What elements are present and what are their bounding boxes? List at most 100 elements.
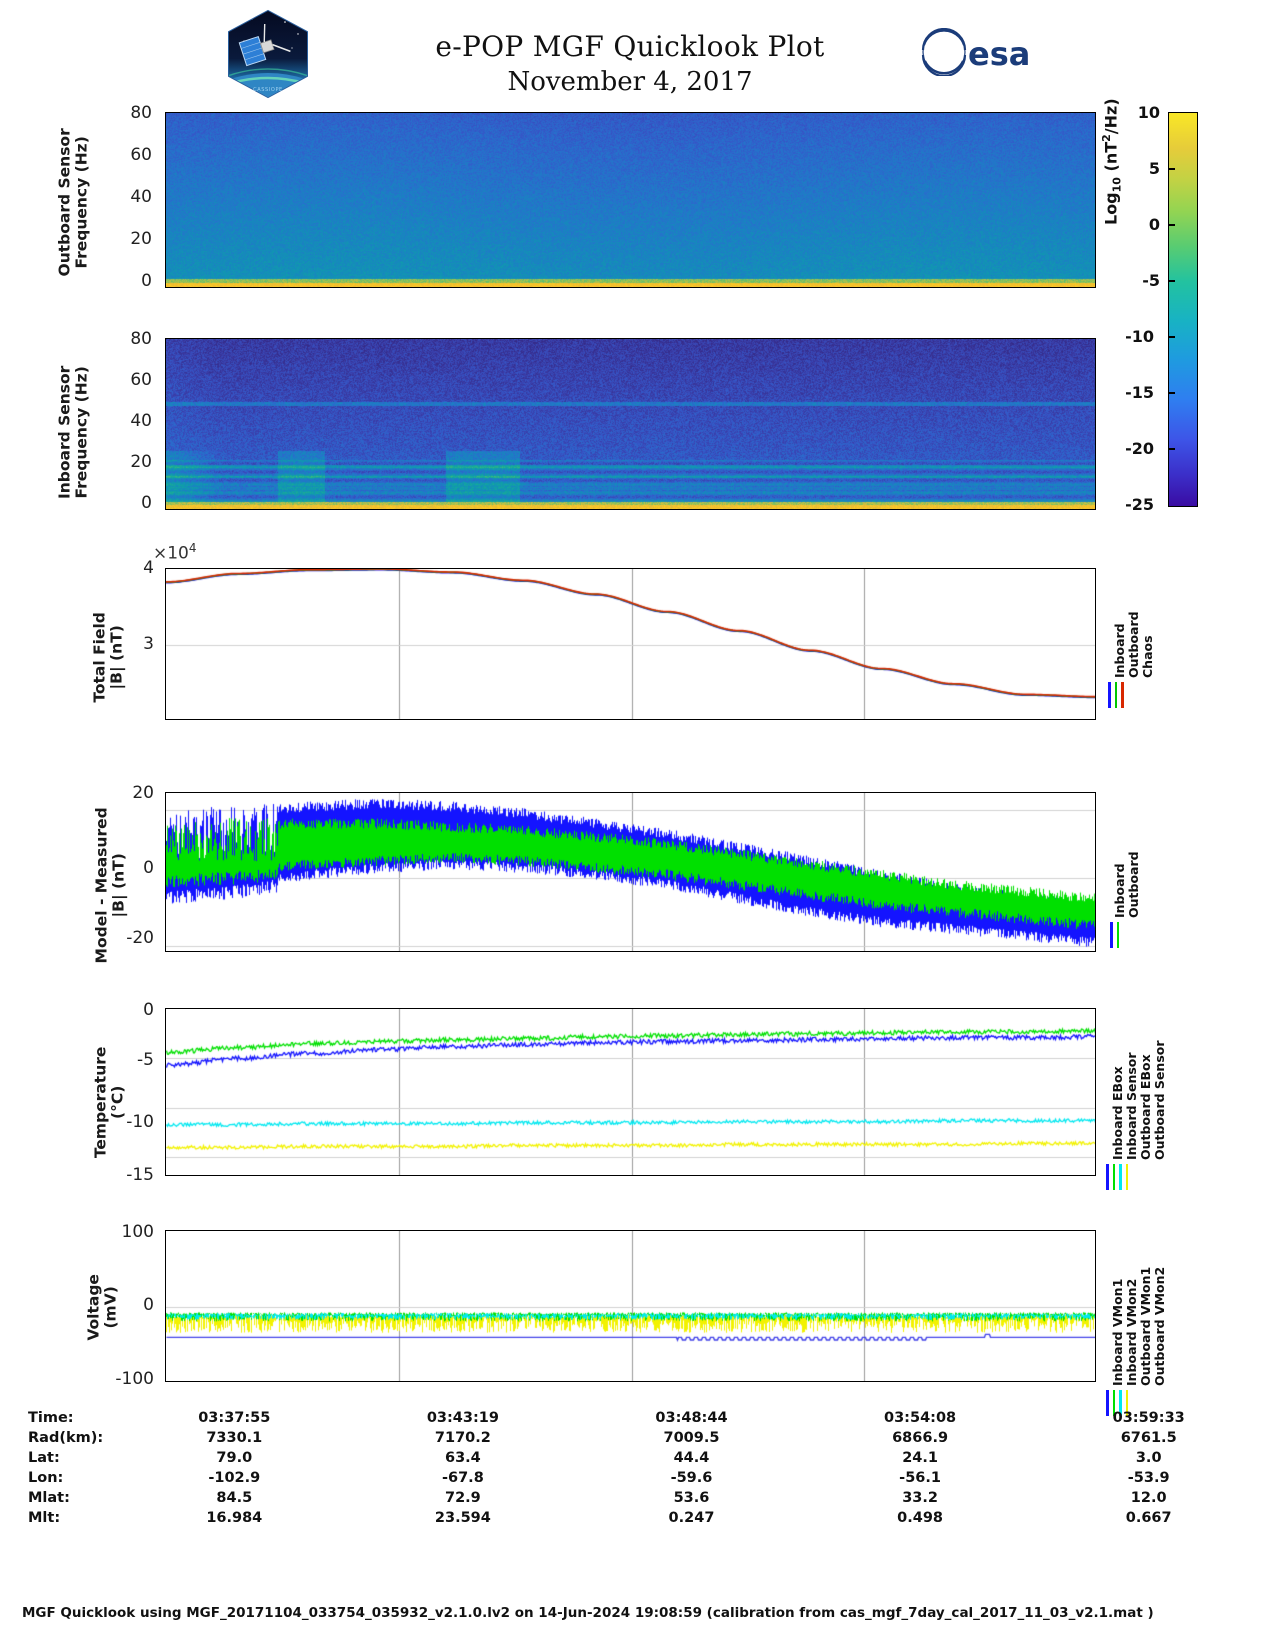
ytick: 40: [130, 411, 152, 431]
colorbar-tick: -10: [1125, 327, 1154, 346]
table-row-label: Rad(km):: [28, 1430, 104, 1446]
legend-item-inboard-ebox: Inboard EBox: [1110, 1066, 1125, 1160]
table-cell: 72.9: [445, 1490, 481, 1506]
outboard-spectrogram-ylabel: Outboard Sensor Frequency (Hz): [56, 122, 92, 282]
legend-swatch-inboard-vmon2: [1112, 1390, 1115, 1416]
legend-swatches: [1106, 1390, 1128, 1416]
table-row: Mlt: 16.984 23.594 0.247 0.498 0.667: [28, 1508, 1263, 1528]
table-cell: 03:48:44: [655, 1410, 728, 1426]
ytick: -10: [126, 1112, 154, 1132]
ylabel-line1: Total Field: [90, 612, 109, 703]
ytick: 80: [130, 329, 152, 349]
total-field-legend: Inboard Outboard Chaos: [1100, 560, 1170, 720]
legend-swatch-inboard: [1110, 922, 1113, 948]
table-cell: 7170.2: [434, 1430, 491, 1446]
outboard-spectrogram-panel[interactable]: [165, 112, 1096, 288]
legend-swatches: [1108, 682, 1124, 708]
ytick: -20: [126, 928, 154, 948]
ytick: 60: [130, 370, 152, 390]
inboard-spectrogram-panel[interactable]: [165, 338, 1096, 510]
table-row-label: Mlt:: [28, 1510, 61, 1526]
table-cell: 6866.9: [892, 1430, 949, 1446]
colorbar: [1168, 112, 1198, 507]
table-cell: -67.8: [441, 1470, 484, 1486]
ytick: 0: [141, 493, 152, 513]
table-cell: 03:43:19: [426, 1410, 499, 1426]
legend-swatch-outboard-ebox: [1119, 1164, 1122, 1190]
ytick: 20: [130, 229, 152, 249]
legend-swatch-outboard: [1114, 682, 1117, 708]
ytick: 20: [130, 452, 152, 472]
table-cell: 24.1: [902, 1450, 938, 1466]
esa-logo: esa: [920, 27, 1045, 78]
table-cell: 7330.1: [206, 1430, 263, 1446]
colorbar-tick: -5: [1142, 271, 1160, 290]
ylabel-line2: Frequency (Hz): [73, 366, 91, 499]
ephemeris-table-grid: Time: 03:37:55 03:43:19 03:48:44 03:54:08 03:…: [28, 1408, 1263, 1528]
table-cell: -53.9: [1127, 1470, 1170, 1486]
table-row: Mlat: 84.5 72.9 53.6 33.2 12.0: [28, 1488, 1263, 1508]
ephemeris-table: Time: 03:37:55 03:43:19 03:48:44 03:54:08 03:…: [0, 1408, 1275, 1528]
table-cell: 44.4: [673, 1450, 710, 1466]
legend-swatch-inboard-sensor: [1112, 1164, 1115, 1190]
legend-swatch-inboard: [1108, 682, 1111, 708]
legend-swatch-outboard-vmon1: [1119, 1390, 1122, 1416]
legend-item-outboard-ebox: Outboard EBox: [1138, 1054, 1153, 1160]
table-cell: 6761.5: [1120, 1430, 1177, 1446]
legend-item-inboard: Inboard: [1112, 623, 1127, 678]
model-minus-measured-ylabel: Model - Measured |B| (nT): [93, 780, 129, 990]
table-row: Lat: 79.0 63.4 44.4 24.1 3.0: [28, 1448, 1263, 1468]
legend-item-outboard-vmon1: Outboard VMon1: [1138, 1266, 1153, 1386]
model-minus-measured-panel[interactable]: [165, 792, 1096, 952]
table-cell: 84.5: [216, 1490, 253, 1506]
legend-item-inboard-vmon1: Inboard VMon1: [1110, 1278, 1125, 1386]
footer-provenance: MGF Quicklook using MGF_20171104_033754_…: [22, 1605, 1154, 1621]
ytick: -15: [126, 1165, 154, 1185]
svg-text:CASSIOPE: CASSIOPE: [253, 87, 283, 93]
esa-wordmark: esa: [968, 35, 1030, 73]
table-row: Rad(km): 7330.1 7170.2 7009.5 6866.9 6761.5: [28, 1428, 1263, 1448]
table-cell: 33.2: [902, 1490, 938, 1506]
table-cell: 23.594: [434, 1510, 491, 1526]
table-row-label: Mlat:: [28, 1490, 70, 1506]
voltage-legend: Inboard VMon1 Inboard VMon2 Outboard VMo…: [1100, 1228, 1170, 1416]
table-cell: 7009.5: [663, 1430, 720, 1446]
table-cell: -59.6: [670, 1470, 713, 1486]
table-row-label: Lon:: [28, 1470, 64, 1486]
table-cell: 0.667: [1125, 1510, 1172, 1526]
legend-swatches: [1106, 1164, 1128, 1190]
ytick: 100: [121, 1222, 154, 1242]
ytick: 4: [143, 558, 154, 578]
legend-swatch-inboard-ebox: [1106, 1164, 1109, 1190]
ytick: 0: [143, 1295, 154, 1315]
table-cell: 03:54:08: [884, 1410, 957, 1426]
temperature-panel[interactable]: [165, 1008, 1096, 1176]
table-cell: 03:59:33: [1112, 1410, 1185, 1426]
colorbar-tick: 5: [1148, 159, 1160, 178]
page-subtitle: November 4, 2017: [507, 67, 753, 97]
table-cell: 0.247: [668, 1510, 715, 1526]
table-cell: 0.498: [897, 1510, 944, 1526]
legend-swatch-outboard: [1116, 922, 1119, 948]
table-cell: 53.6: [673, 1490, 710, 1506]
table-cell: -102.9: [208, 1470, 261, 1486]
colorbar-tick: -25: [1125, 495, 1154, 514]
ylabel-line2: Frequency (Hz): [73, 136, 91, 269]
model-minus-measured-legend: Inboard Outboard: [1100, 800, 1170, 960]
table-cell: 03:37:55: [198, 1410, 271, 1426]
legend-item-outboard: Outboard: [1126, 851, 1141, 918]
table-cell: 16.984: [206, 1510, 263, 1526]
legend-item-inboard: Inboard: [1112, 863, 1127, 918]
legend-swatch-outboard-sensor: [1125, 1164, 1128, 1190]
table-cell: 79.0: [216, 1450, 253, 1466]
colorbar-tick: -15: [1125, 383, 1154, 402]
ytick: 0: [143, 858, 154, 878]
ytick: 40: [130, 187, 152, 207]
voltage-panel[interactable]: [165, 1230, 1096, 1382]
table-cell: 3.0: [1135, 1450, 1162, 1466]
legend-swatch-chaos: [1121, 682, 1124, 708]
table-cell: 12.0: [1130, 1490, 1167, 1506]
total-field-panel[interactable]: [165, 568, 1096, 720]
legend-item-outboard-sensor: Outboard Sensor: [1152, 1040, 1167, 1160]
colorbar-tick: -20: [1125, 439, 1154, 458]
